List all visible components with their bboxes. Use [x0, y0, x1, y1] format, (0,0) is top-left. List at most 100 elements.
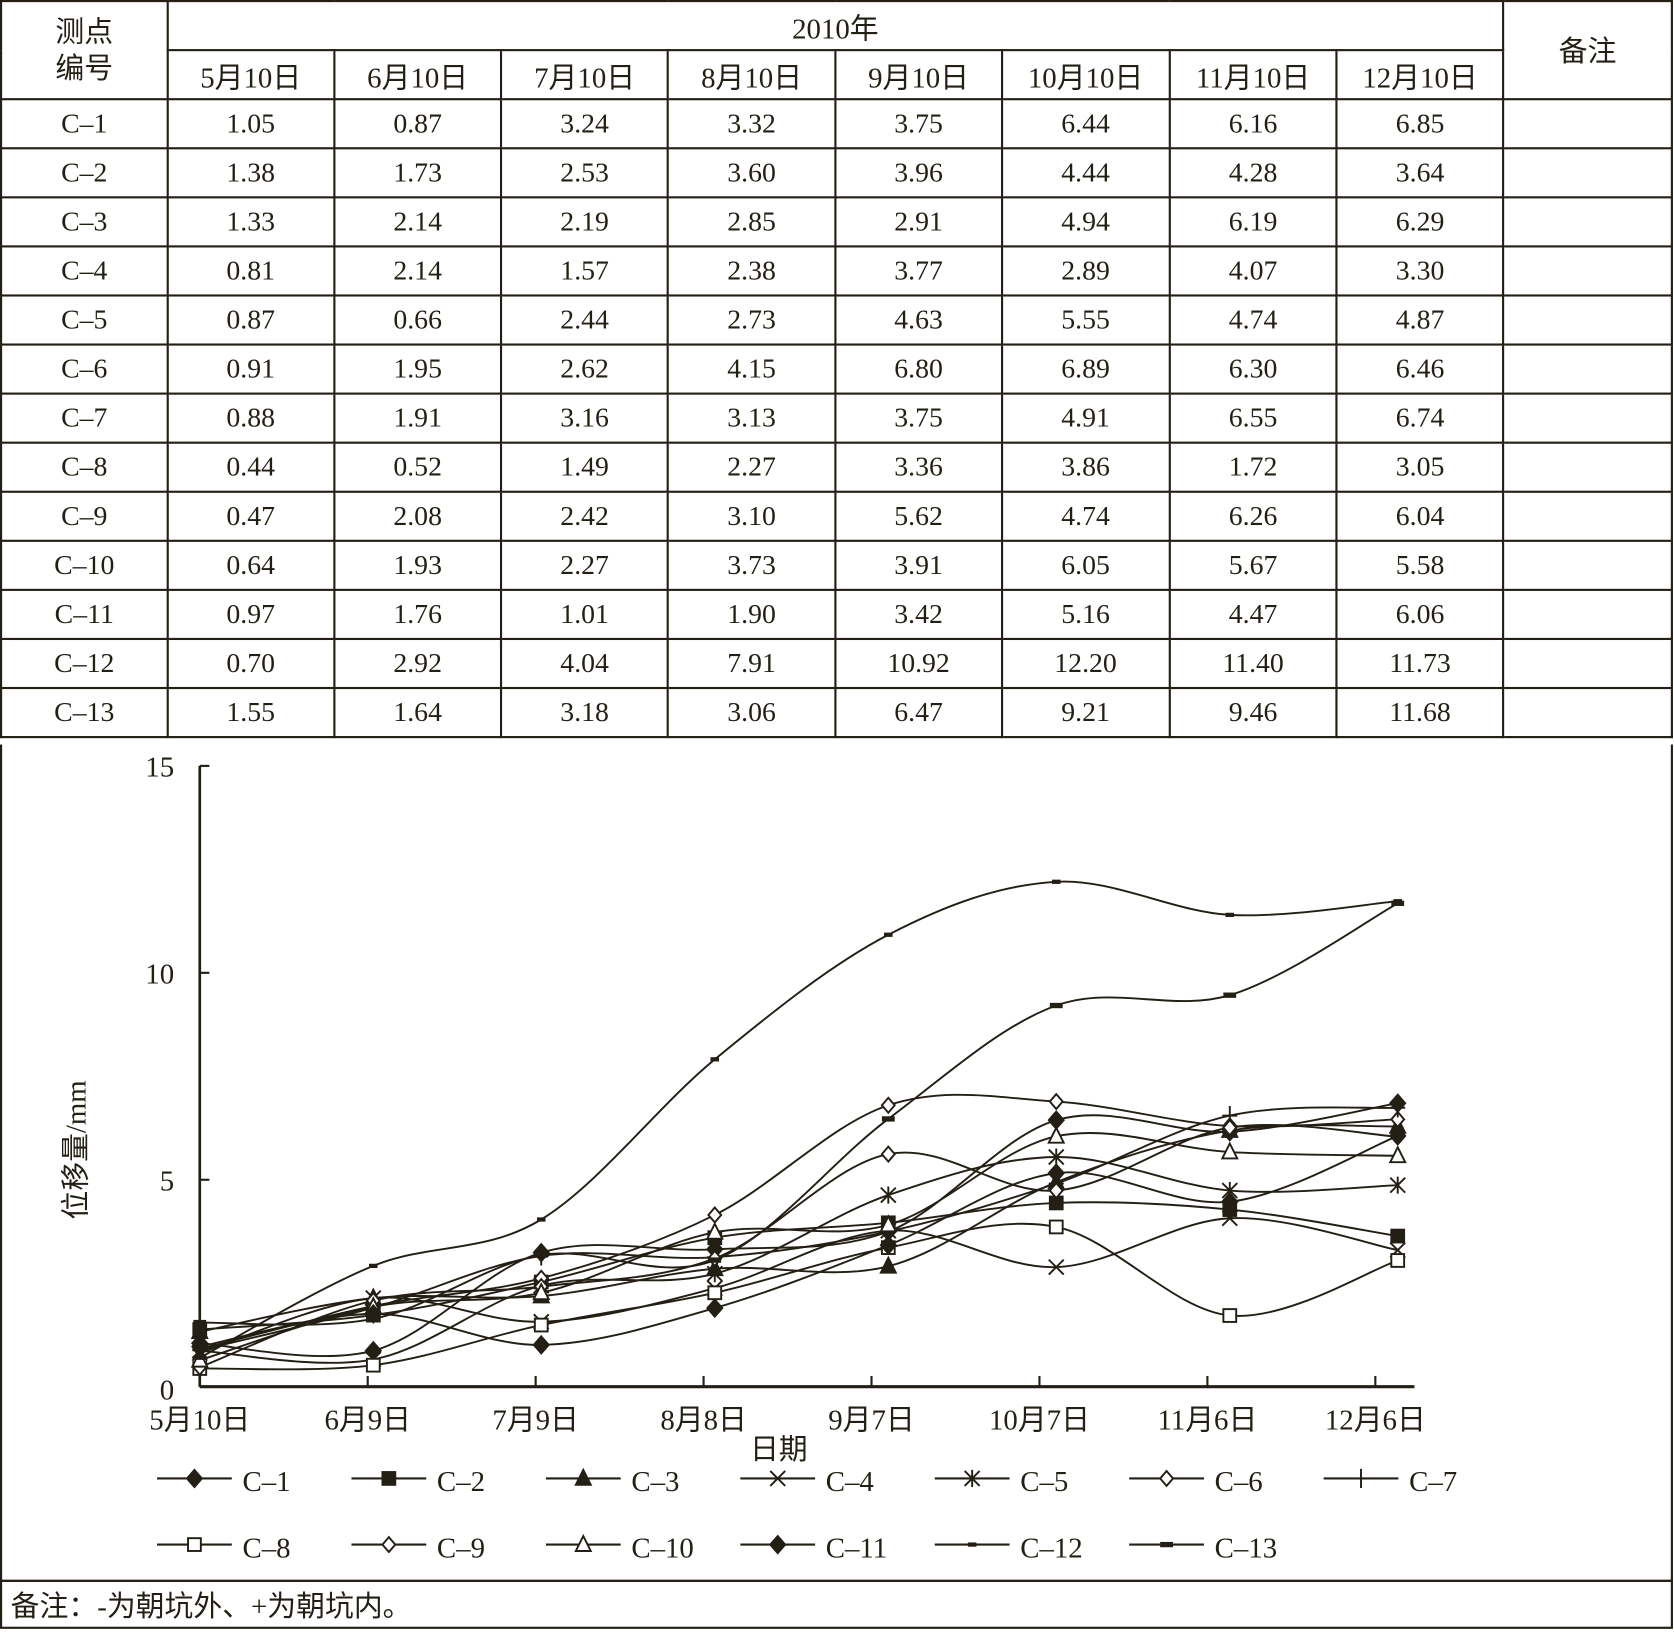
remark-cell — [1502, 441, 1673, 493]
diamond-marker — [706, 1298, 724, 1319]
value-cell: 1.38 — [166, 147, 335, 199]
diamond-marker — [1158, 1469, 1175, 1488]
dash-marker — [967, 1542, 977, 1547]
value-cell: 2.27 — [666, 441, 837, 493]
remark-cell — [1502, 343, 1673, 395]
date-header: 10月10日 — [1000, 49, 1171, 101]
value-cell: 1.72 — [1168, 441, 1338, 493]
value-cell: 1.57 — [500, 245, 669, 297]
value-cell: 6.06 — [1335, 588, 1505, 641]
remark-cell — [1502, 539, 1673, 591]
date-header: 9月10日 — [834, 49, 1003, 101]
diamond-marker — [532, 1334, 550, 1355]
value-cell: 3.05 — [1335, 441, 1505, 493]
value-cell: 0.66 — [332, 294, 503, 346]
value-cell: 0.47 — [166, 490, 335, 542]
value-cell: 6.30 — [1168, 343, 1338, 395]
station-id: C–9 — [0, 490, 169, 542]
value-cell: 4.04 — [500, 637, 669, 690]
series-line — [199, 1132, 1398, 1362]
station-id: C–10 — [0, 539, 169, 591]
diamond-marker — [1388, 1125, 1407, 1146]
square-marker — [533, 1317, 549, 1333]
legend-label: C–7 — [1409, 1466, 1457, 1498]
plus-marker — [1390, 1098, 1406, 1118]
diamond-marker — [1222, 1118, 1238, 1137]
x-tick-label: 5月10日 — [149, 1404, 250, 1436]
value-cell: 1.90 — [666, 588, 837, 641]
plus-marker — [1353, 1468, 1369, 1489]
value-cell: 0.81 — [166, 245, 335, 297]
diamond-marker — [1221, 1191, 1239, 1212]
value-cell: 4.87 — [1335, 294, 1505, 346]
x-marker — [769, 1470, 786, 1487]
dash-marker — [1160, 1541, 1173, 1548]
value-cell: 4.74 — [1168, 294, 1338, 346]
asterisk-marker — [880, 1186, 897, 1204]
square-marker — [1222, 1308, 1238, 1323]
legend-label: C–1 — [243, 1466, 291, 1498]
value-cell: 3.64 — [1335, 147, 1505, 199]
station-id: C–8 — [0, 441, 169, 493]
series-c-12 — [195, 879, 1402, 1360]
x-marker — [1048, 1258, 1065, 1276]
legend-label: C–6 — [1215, 1466, 1263, 1498]
date-header: 6月10日 — [332, 49, 503, 101]
dash-marker — [708, 1257, 722, 1263]
legend-item: C–2 — [351, 1466, 485, 1498]
remark-cell — [1502, 294, 1673, 346]
remark-cell — [1502, 637, 1673, 690]
legend-item: C–5 — [934, 1466, 1068, 1498]
triangle-marker — [879, 1255, 898, 1274]
value-cell: 11.73 — [1335, 637, 1505, 690]
diamond-marker — [707, 1206, 723, 1224]
value-cell: 2.14 — [332, 196, 503, 248]
table-row: C–8 0.44 0.52 1.49 2.27 3.36 3.86 1.72 3.05 — [0, 441, 1673, 493]
dash-marker — [710, 1057, 720, 1062]
date-header: 5月10日 — [166, 49, 335, 101]
diamond-marker — [185, 1468, 204, 1489]
y-tick-label: 10 — [145, 959, 174, 991]
dash-marker — [1051, 879, 1061, 884]
series-c-13 — [193, 900, 1405, 1326]
displacement-table: 测点 编号 2010年 备注 5月10日 6月10日 7月10日 8月10日 9月10日… — [0, 0, 1673, 739]
value-cell: 9.21 — [1000, 686, 1171, 739]
value-cell: 0.97 — [166, 588, 335, 641]
station-id: C–5 — [0, 294, 169, 346]
value-cell: 3.16 — [500, 392, 669, 444]
table-row: C–2 1.38 1.73 2.53 3.60 3.96 4.44 4.28 3.64 — [0, 147, 1673, 199]
legend-item: C–8 — [157, 1532, 291, 1564]
x-tick-label: 7月9日 — [492, 1404, 579, 1436]
station-id: C–12 — [0, 637, 169, 690]
value-cell: 7.91 — [666, 637, 837, 690]
series-line — [199, 1156, 1398, 1364]
value-cell: 4.07 — [1168, 245, 1338, 297]
value-cell: 3.77 — [834, 245, 1003, 297]
asterisk-marker — [1389, 1176, 1406, 1194]
value-cell: 1.05 — [166, 98, 335, 150]
legend-label: C–13 — [1215, 1532, 1277, 1564]
diamond-marker — [191, 1336, 209, 1357]
value-cell: 3.86 — [1000, 441, 1171, 493]
value-cell: 1.49 — [500, 441, 669, 493]
y-axis-label: 位移量/mm — [60, 1080, 92, 1219]
x-tick-label: 11月6日 — [1157, 1404, 1257, 1436]
diamond-marker — [381, 1535, 397, 1554]
table-row: C–6 0.91 1.95 2.62 4.15 6.80 6.89 6.30 6.46 — [0, 343, 1673, 395]
table-row: C–10 0.64 1.93 2.27 3.73 3.91 6.05 5.67 5.58 — [0, 539, 1673, 591]
value-cell: 2.62 — [500, 343, 669, 395]
diamond-marker — [768, 1534, 787, 1555]
value-cell: 0.52 — [332, 441, 503, 493]
value-cell: 5.55 — [1000, 294, 1171, 346]
x-tick-label: 12月6日 — [1325, 1404, 1426, 1436]
value-cell: 10.92 — [834, 637, 1003, 690]
square-marker — [1048, 1219, 1064, 1235]
dash-marker — [1223, 992, 1237, 998]
legend-label: C–10 — [631, 1532, 693, 1564]
value-cell: 6.44 — [1000, 98, 1171, 150]
legend-item: C–6 — [1129, 1466, 1263, 1498]
station-id: C–13 — [0, 686, 169, 739]
value-cell: 2.85 — [666, 196, 837, 248]
value-cell: 5.67 — [1168, 539, 1338, 591]
